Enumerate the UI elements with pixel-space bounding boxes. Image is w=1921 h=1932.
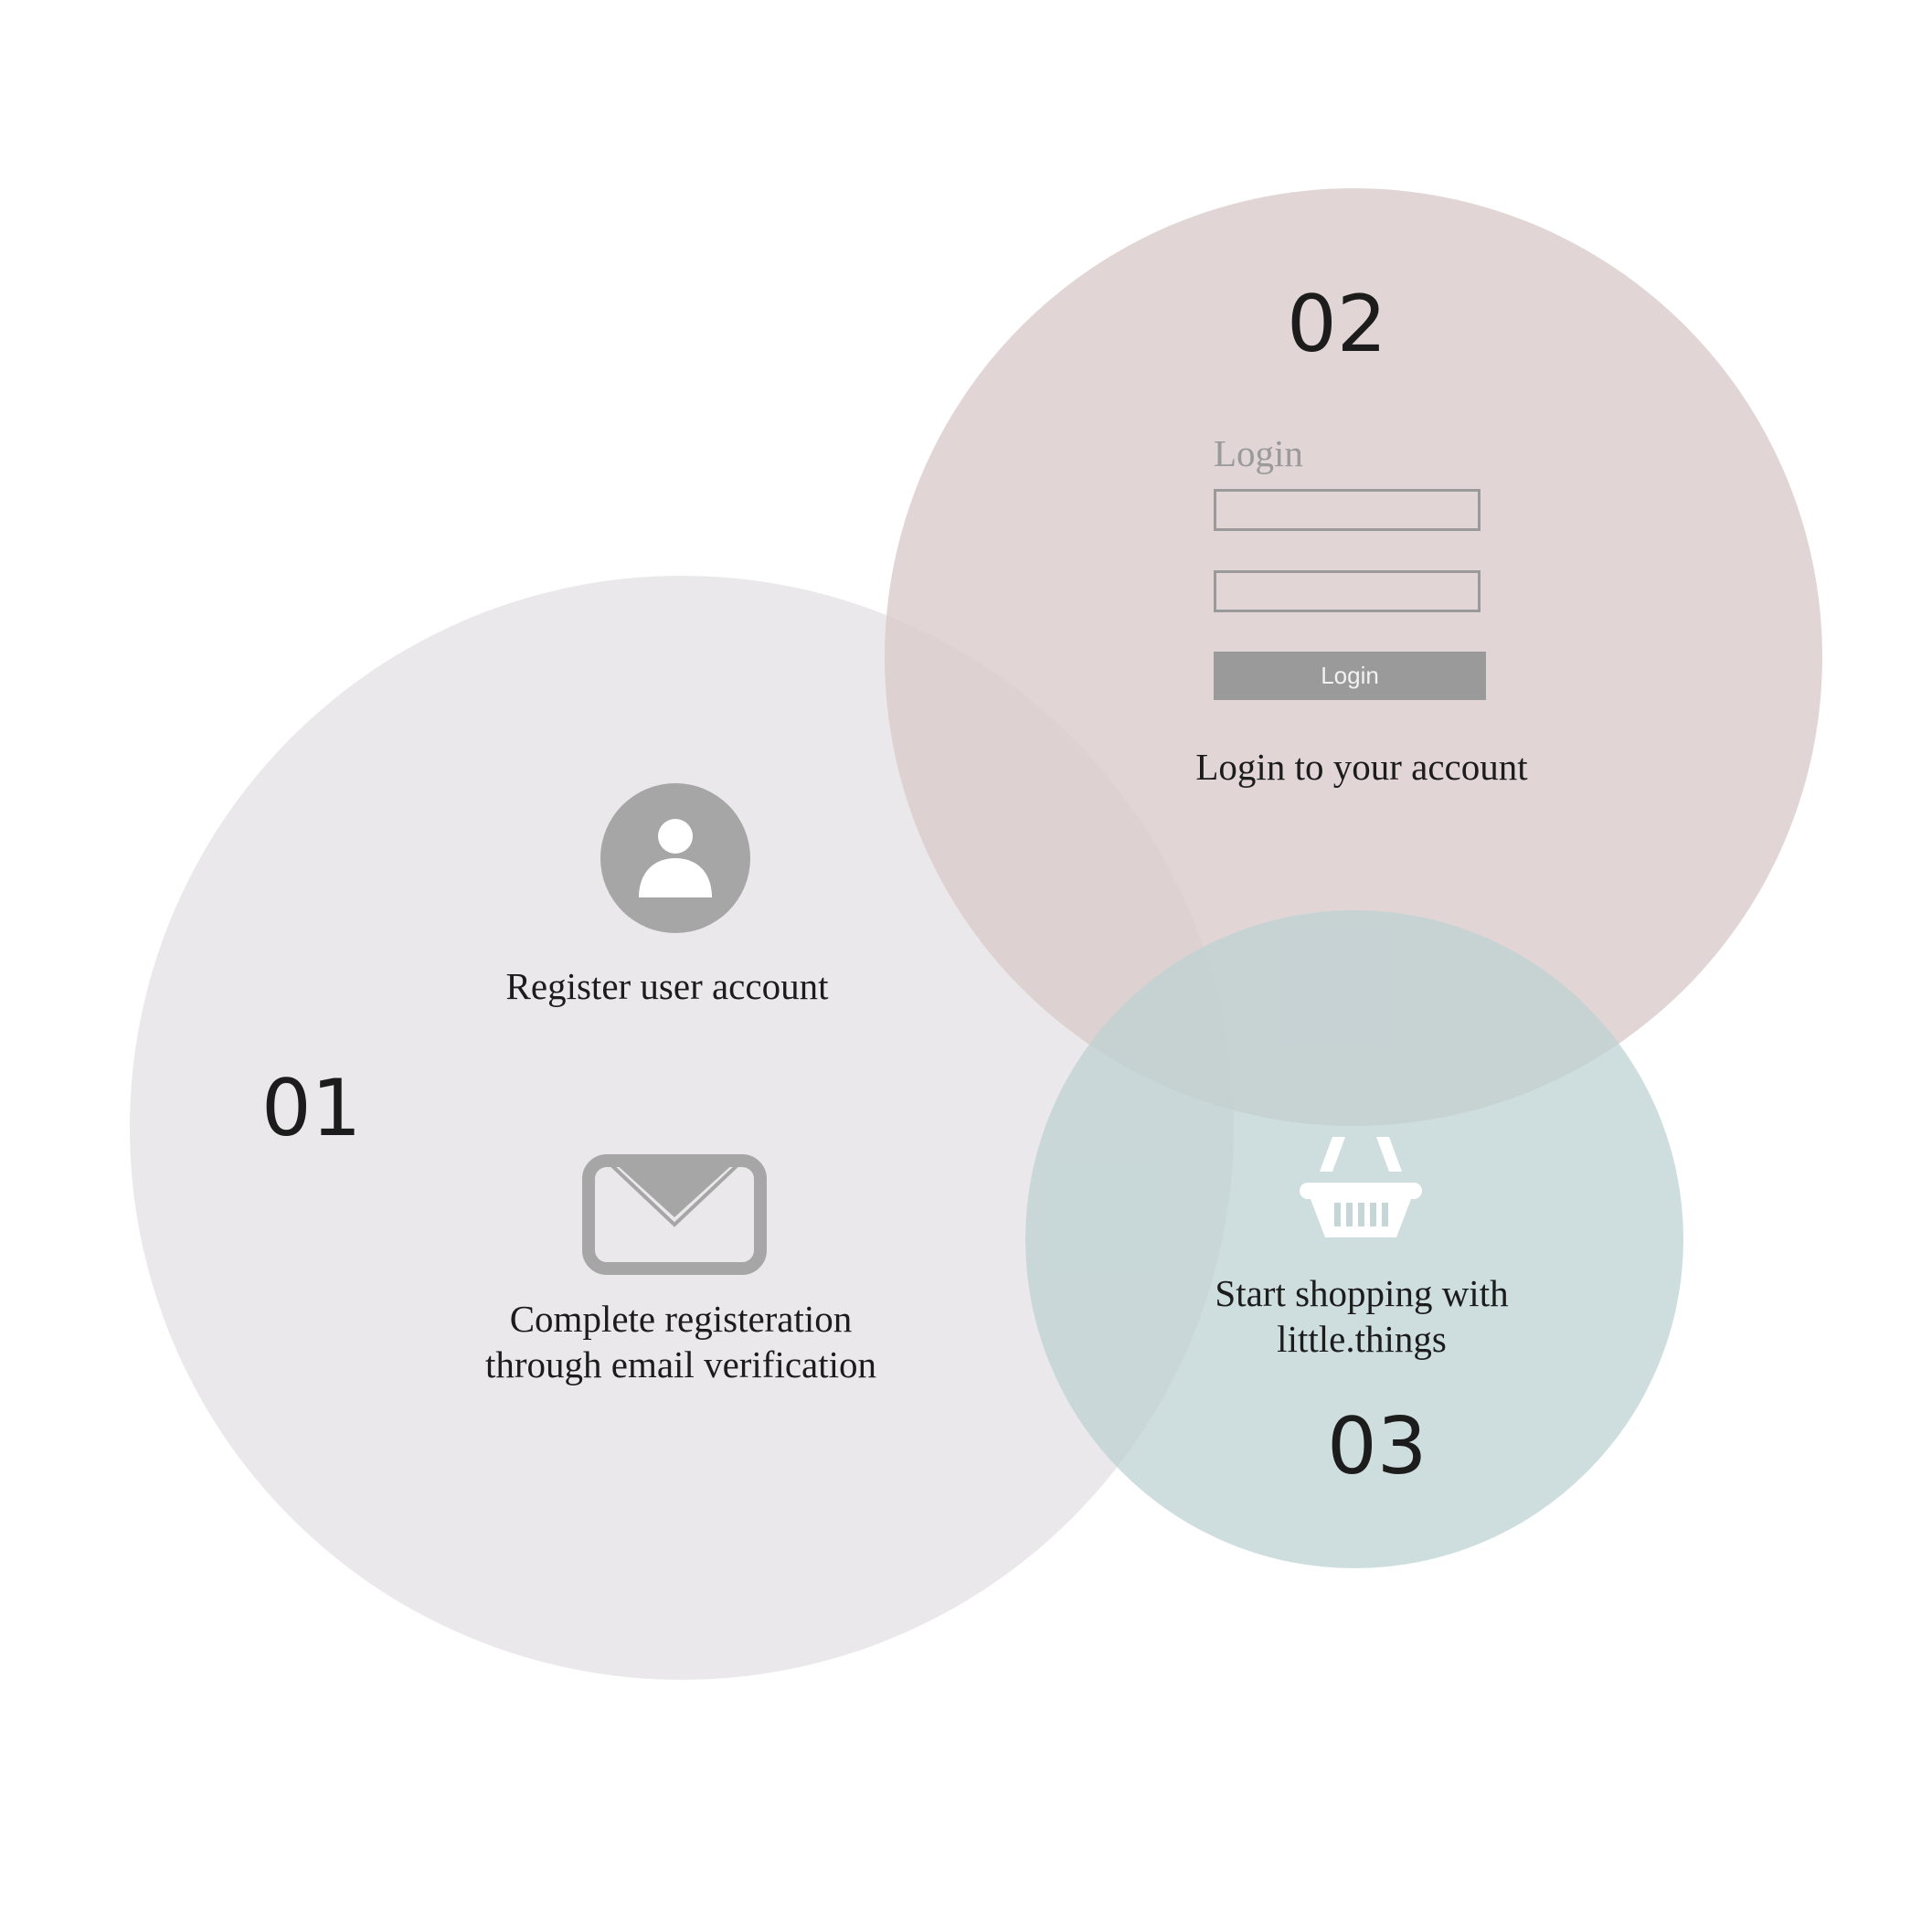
username-field[interactable] — [1214, 489, 1481, 531]
step-2-number: 02 — [1287, 279, 1387, 370]
password-field[interactable] — [1214, 570, 1481, 612]
email-verification-caption: Complete registeration through email ver… — [484, 1298, 877, 1385]
envelope-icon — [581, 1153, 768, 1276]
shopping-caption: Start shopping with little.things — [1215, 1272, 1509, 1360]
register-caption: Register user account — [505, 965, 829, 1007]
step-1-number: 01 — [261, 1063, 362, 1154]
step-3-number: 03 — [1327, 1401, 1427, 1492]
shopping-basket-icon — [1298, 1137, 1424, 1239]
step-3-circle — [1025, 910, 1683, 1568]
login-caption: Login to your account — [1195, 746, 1528, 788]
login-button[interactable]: Login — [1214, 652, 1486, 700]
user-avatar-icon — [600, 782, 751, 934]
login-form-title: Login — [1214, 432, 1303, 474]
